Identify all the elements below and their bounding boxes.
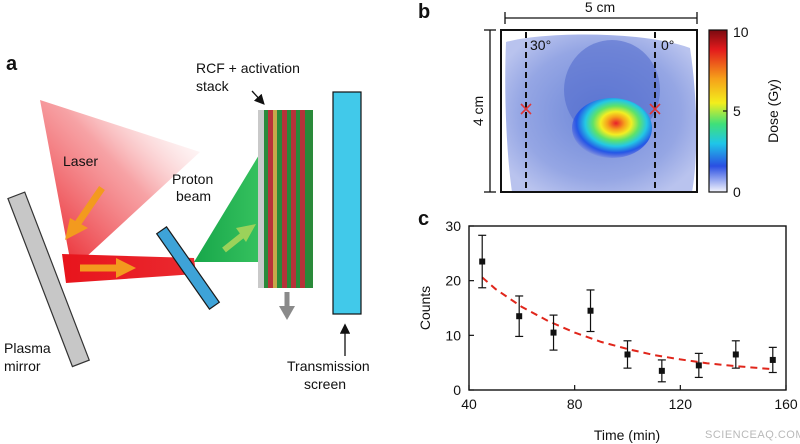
data-point xyxy=(586,289,595,333)
colorbar-tick-label-0: 0 xyxy=(733,184,741,200)
transmission-screen-label-line1: Transmission xyxy=(287,358,370,374)
panel-label-c: c xyxy=(418,208,429,230)
laser-label: Laser xyxy=(63,153,98,169)
panel-c: c 40 80 120 160 0 10 20 30 Counts Time (min) xyxy=(417,208,798,443)
data-marker xyxy=(516,313,523,320)
proton-direction-arrow xyxy=(222,224,256,253)
data-point xyxy=(478,234,487,289)
rcf-stack xyxy=(258,110,313,288)
x-tick-label: 160 xyxy=(774,396,798,412)
transmission-screen xyxy=(332,91,362,315)
height-scale xyxy=(484,29,496,193)
data-marker xyxy=(769,356,776,363)
panel-label-a: a xyxy=(6,53,18,75)
y-axis-label: Counts xyxy=(417,286,433,330)
width-scale-label: 5 cm xyxy=(585,0,615,15)
plasma-mirror-label-line2: mirror xyxy=(4,358,41,374)
marker-x-left xyxy=(520,103,532,115)
y-tick-label: 20 xyxy=(445,273,461,289)
proton-beam-label-line2: beam xyxy=(176,188,211,204)
data-marker xyxy=(550,329,557,336)
proton-beam-label-line1: Proton xyxy=(172,171,213,187)
data-marker xyxy=(587,307,594,314)
dose-map-frame xyxy=(500,29,698,193)
plot-frame xyxy=(468,225,787,391)
marker-x-right xyxy=(649,103,661,115)
data-point xyxy=(657,359,666,383)
watermark: SCIENCEAQ.COM xyxy=(705,429,800,441)
data-points xyxy=(478,234,777,383)
y-tick-label: 30 xyxy=(445,218,461,234)
laser-direction-arrow xyxy=(65,186,105,240)
plasma-mirror-label-line1: Plasma xyxy=(4,340,51,356)
data-marker xyxy=(732,351,739,358)
data-point xyxy=(623,340,632,369)
width-scale xyxy=(504,12,698,24)
angle-label-30: 30° xyxy=(530,37,551,53)
x-tick-label: 40 xyxy=(461,396,477,412)
data-point xyxy=(515,295,524,338)
data-point xyxy=(731,340,740,369)
data-point xyxy=(768,346,777,374)
rcf-stack-pointer xyxy=(251,90,265,105)
fit-curve xyxy=(481,276,773,371)
data-marker xyxy=(479,258,486,265)
panel-label-b: b xyxy=(418,1,430,23)
colorbar-tick-label-5: 5 xyxy=(733,103,741,119)
data-marker xyxy=(624,351,631,358)
target-foil xyxy=(155,226,221,310)
panel-a: a xyxy=(4,53,370,392)
panel-b: b 30° 0° 5 cm xyxy=(418,0,781,200)
x-tick-label: 80 xyxy=(567,396,583,412)
rcf-stack-label-line2: stack xyxy=(196,78,230,94)
reflected-beam-arrow xyxy=(80,258,136,278)
x-axis-label: Time (min) xyxy=(594,427,660,443)
chart-axes: 40 80 120 160 0 10 20 30 xyxy=(445,218,797,412)
height-scale-label: 4 cm xyxy=(470,96,486,126)
angle-label-0: 0° xyxy=(661,37,674,53)
colorbar-label: Dose (Gy) xyxy=(765,79,781,143)
plasma-mirror xyxy=(7,191,91,368)
data-marker xyxy=(695,362,702,369)
y-tick-label: 10 xyxy=(445,327,461,343)
data-point xyxy=(549,314,558,351)
rcf-stack-label-line1: RCF + activation xyxy=(196,60,300,76)
stack-down-arrow xyxy=(279,292,295,320)
dose-map-image xyxy=(505,34,697,193)
colorbar-tick-label-10: 10 xyxy=(733,24,749,40)
x-tick-label: 120 xyxy=(669,396,693,412)
transmission-screen-label-line2: screen xyxy=(304,376,346,392)
data-marker xyxy=(658,367,665,374)
y-tick-label: 0 xyxy=(453,382,461,398)
data-point xyxy=(694,352,703,379)
